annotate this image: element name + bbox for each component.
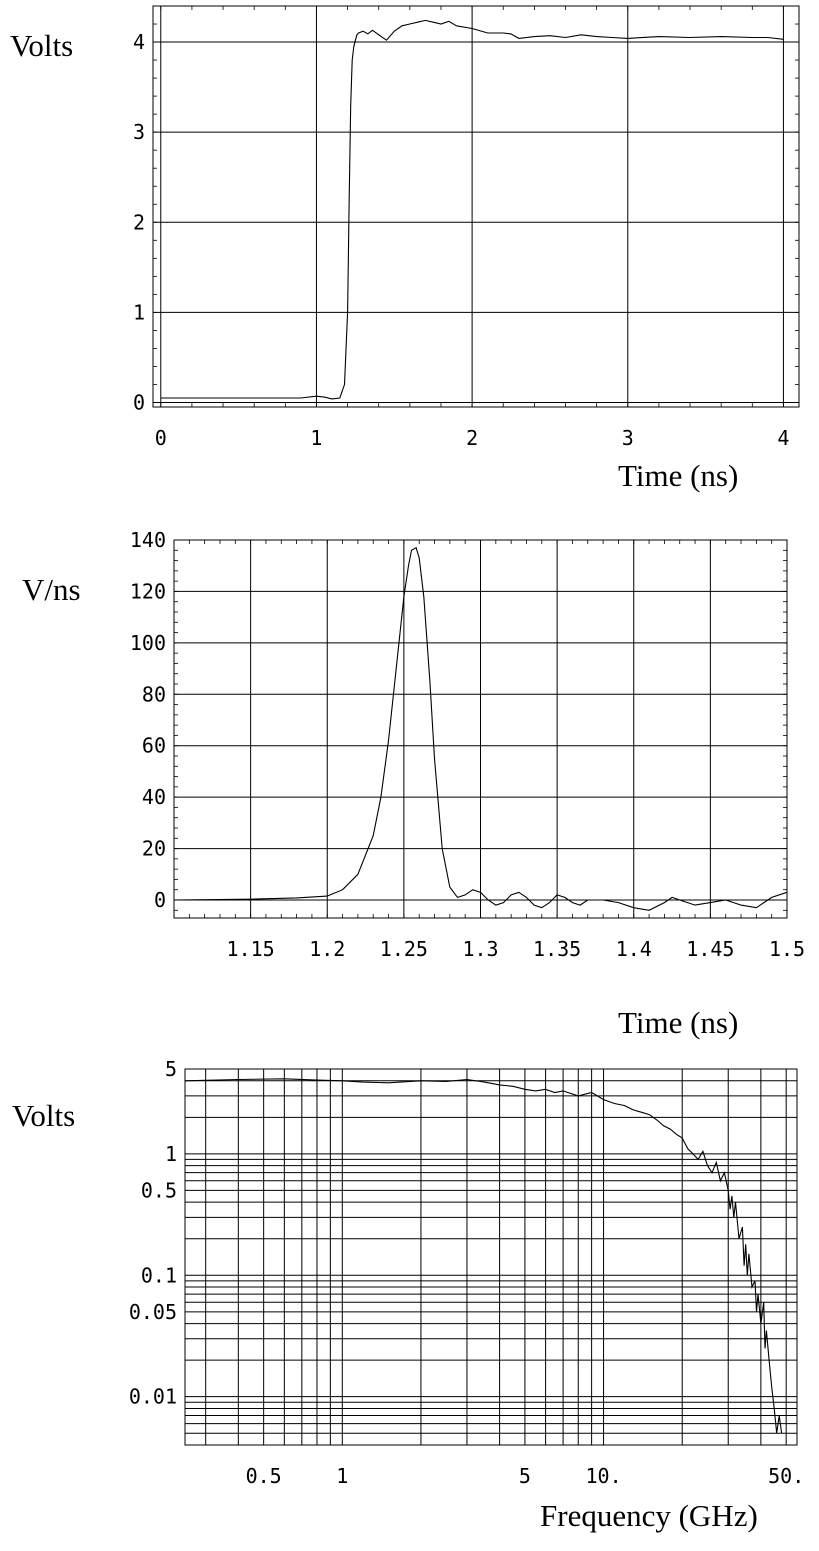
chart2-y-tick-label: 40: [142, 785, 166, 809]
chart2-x-tick-label: 1.3: [462, 937, 498, 961]
chart2-y-tick-label: 120: [130, 579, 166, 603]
chart2-x-tick-label: 1.2: [309, 937, 345, 961]
chart1-x-tick-label: 4: [777, 426, 789, 450]
chart1-plot-frame: [152, 5, 800, 408]
chart1-x-tick-label: 0: [155, 426, 167, 450]
chart3-y-tick-label: 5: [165, 1057, 177, 1081]
chart2-x-tick-label: 1.45: [686, 937, 734, 961]
chart3-series-line-0: [184, 1078, 783, 1434]
chart3-x-tick-label: 10.: [586, 1464, 622, 1488]
chart2-x-tick-label: 1.4: [616, 937, 652, 961]
chart1-x-tick-label: 1: [310, 426, 322, 450]
chart3-x-tick-label: 5: [519, 1464, 531, 1488]
chart3-y-tick-label: 0.1: [141, 1263, 177, 1287]
chart3-y-tick-label: 1: [165, 1142, 177, 1166]
chart1-y-tick-label: 3: [133, 120, 145, 144]
chart1-y-tick-label: 0: [133, 390, 145, 414]
chart1-y-tick-label: 1: [133, 300, 145, 324]
chart1-y-tick-label: 4: [133, 30, 145, 54]
chart2-series-line-0: [173, 546, 788, 911]
chart2-x-tick-label: 1.35: [533, 937, 581, 961]
chart1-x-axis-label: Time (ns): [618, 458, 739, 493]
chart2-y-tick-label: 100: [130, 631, 166, 655]
chart2-y-tick-label: 80: [142, 682, 166, 706]
chart2-y-tick-label: 60: [142, 734, 166, 758]
chart3-x-tick-label: 0.5: [246, 1464, 282, 1488]
chart2-y-axis-label: V/ns: [22, 572, 81, 607]
chart1-y-axis-label: Volts: [10, 28, 74, 63]
chart3-x-axis-label: Frequency (GHz): [540, 1498, 758, 1533]
chart3-x-tick-label: 1: [336, 1464, 348, 1488]
chart3-y-tick-label: 0.01: [129, 1385, 177, 1409]
chart2-plot-frame: [173, 539, 788, 919]
chart1-x-tick-label: 2: [466, 426, 478, 450]
chart1-series-line-0: [160, 19, 784, 400]
chart3-y-tick-label: 0.05: [129, 1300, 177, 1324]
chart1-x-tick-label: 3: [622, 426, 634, 450]
chart3-y-tick-label: 0.5: [141, 1178, 177, 1202]
chart2-x-tick-label: 1.15: [227, 937, 275, 961]
chart3-plot-frame: [184, 1068, 798, 1446]
chart2-y-tick-label: 20: [142, 837, 166, 861]
chart1-y-tick-label: 2: [133, 210, 145, 234]
chart2-y-tick-label: 0: [154, 888, 166, 912]
chart2-x-axis-label: Time (ns): [618, 1005, 739, 1040]
chart2-x-tick-label: 1.25: [380, 937, 428, 961]
chart2-y-tick-label: 140: [130, 528, 166, 552]
chart2-x-tick-label: 1.5: [769, 937, 805, 961]
chart3-x-tick-label: 50.: [768, 1464, 804, 1488]
chart3-y-axis-label: Volts: [12, 1098, 76, 1133]
